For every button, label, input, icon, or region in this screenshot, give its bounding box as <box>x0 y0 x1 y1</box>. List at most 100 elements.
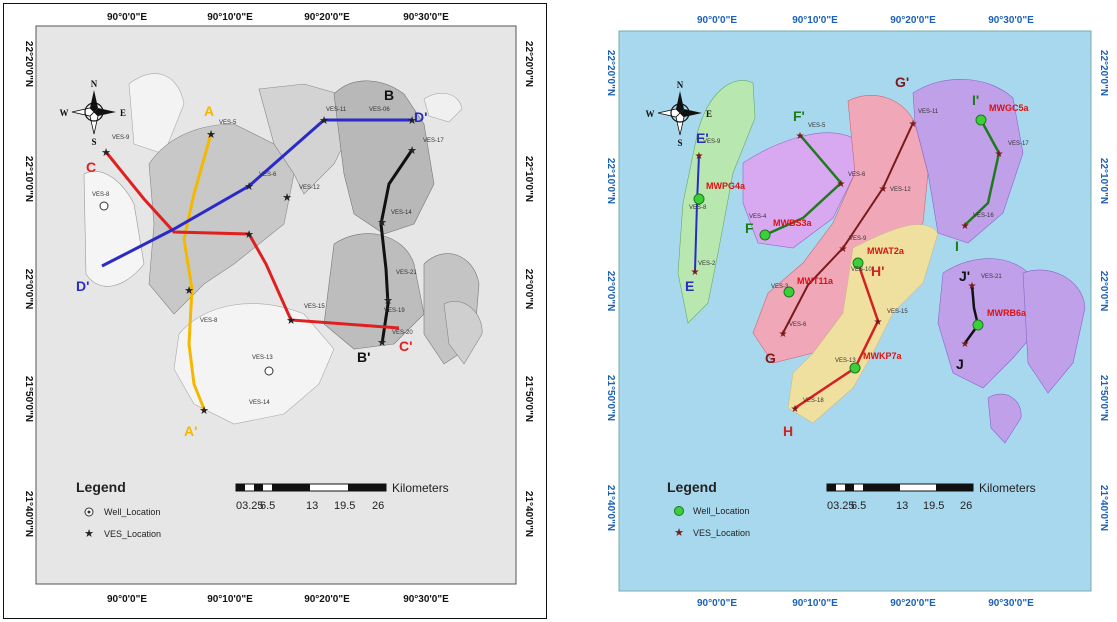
ves-label: VES-14 <box>249 400 270 406</box>
well-label-mwrb6a: MWRB6a <box>987 308 1027 318</box>
ves-star-icon: ★ <box>377 337 387 349</box>
scale-label-4: 26 <box>372 500 384 512</box>
well-marker-icon <box>99 201 109 211</box>
scale-label-0: 03.25 <box>236 500 264 512</box>
profile-b-start: B <box>384 87 394 103</box>
well-label-mwkp7a: MWKP7a <box>863 351 902 361</box>
ves-star-icon: ★ <box>909 119 918 130</box>
right-map: 90°0'0"E 90°10'0"E 90°20'0"E 90°30'0"E 9… <box>605 15 1109 609</box>
ves-label: VES-13 <box>252 355 273 361</box>
well-marker-icon <box>783 286 795 298</box>
tick-bottom-2: 90°20'0"E <box>304 594 350 605</box>
profile-j-line <box>963 284 980 344</box>
ves-star-icon: ★ <box>879 184 888 195</box>
legend-well: Well_Location <box>104 507 160 517</box>
ves-label: VES-10 <box>851 267 872 273</box>
ves-label: VES-16 <box>973 213 994 219</box>
ves-star-icon: ★ <box>184 285 194 297</box>
tick-bottom-1: 90°10'0"E <box>792 598 838 609</box>
scale-unit: Kilometers <box>979 481 1036 495</box>
ves-star-icon: ★ <box>244 181 254 193</box>
well-label-mwt11a: MWT11a <box>797 276 834 286</box>
tick-left-0: 22°20'0"N <box>605 50 616 96</box>
profile-i-start: I' <box>972 92 979 108</box>
legend-title: Legend <box>667 479 717 495</box>
tick-bottom-2: 90°20'0"E <box>890 598 936 609</box>
well-markers <box>693 114 987 374</box>
profile-e-end: E <box>685 278 694 294</box>
zone-yellow <box>787 224 939 424</box>
profile-b-line <box>379 149 414 345</box>
ves-label: VES-5 <box>219 120 237 126</box>
ves-star-icon: ★ <box>874 317 883 328</box>
ves-star-icon: ★ <box>244 229 254 241</box>
profile-g-end: G <box>765 350 776 366</box>
tick-left-4: 21°40'0"N <box>23 491 34 537</box>
scale-label-0: 03.25 <box>827 500 855 512</box>
compass-w: W <box>60 108 69 118</box>
tick-bottom-3: 90°30'0"E <box>403 594 449 605</box>
well-legend-icon <box>674 506 684 516</box>
profile-j-start: J' <box>959 268 970 284</box>
tick-left-3: 21°50'0"N <box>605 375 616 421</box>
well-marker-icon <box>975 114 987 126</box>
profile-f-start: F' <box>793 108 805 124</box>
ves-star-icon: ★ <box>319 115 329 127</box>
ves-star-icon: ★ <box>199 405 209 417</box>
ves-label: VES-5 <box>808 123 826 129</box>
ves-star-icon: ★ <box>282 192 292 204</box>
compass-s: S <box>677 138 682 148</box>
ves-label: VES-9 <box>703 139 721 145</box>
ves-star-icon: ★ <box>206 129 216 141</box>
ves-label: VES-17 <box>423 138 444 144</box>
scale-bar: Kilometers 03.25 6.5 13 19.5 26 <box>826 481 1036 512</box>
ves-star-icon: ★ <box>695 151 704 162</box>
profile-a-start: A <box>204 103 214 119</box>
ves-star-icon: ★ <box>101 147 111 159</box>
scale-label-4: 26 <box>960 500 972 512</box>
ves-star-icon: ★ <box>968 281 977 292</box>
scale-label-2: 13 <box>896 500 908 512</box>
profile-j-end: J <box>956 356 964 372</box>
ves-label: VES-8 <box>92 192 110 198</box>
tick-left-2: 22°0'0"N <box>23 269 34 310</box>
land-north <box>258 83 355 195</box>
land-island-ne <box>423 92 463 123</box>
well-marker-icon <box>849 362 861 374</box>
well-marker-icon <box>852 257 864 269</box>
ves-star-icon: ★ <box>407 115 417 127</box>
ves-label: VES-11 <box>918 109 939 115</box>
zone-purple-fareast <box>1022 269 1086 394</box>
tick-right-2: 22°0'0"N <box>523 269 534 310</box>
ves-star-icon: ★ <box>779 329 788 340</box>
tick-left-0: 22°20'0"N <box>23 41 34 87</box>
tick-top-1: 90°10'0"E <box>207 12 253 23</box>
ves-label: VES-06 <box>369 107 390 113</box>
profile-a-line <box>182 133 213 410</box>
compass-e: E <box>120 108 126 118</box>
tick-bottom-1: 90°10'0"E <box>207 594 253 605</box>
land-island <box>443 301 483 365</box>
ves-label: VES-19 <box>384 308 405 314</box>
ves-markers: ★ ★ ★ ★ ★ ★ ★ ★ ★ ★ ★ ★ ★ ★ <box>101 115 417 417</box>
land-west <box>83 171 145 287</box>
profile-f-end: F <box>745 220 754 236</box>
ves-label: VES-21 <box>396 270 417 276</box>
ves-star-icon: ★ <box>791 404 800 415</box>
tick-top-3: 90°30'0"E <box>988 15 1034 26</box>
ves-star-icon: ★ <box>961 339 970 350</box>
ves-label: VES-14 <box>391 210 412 216</box>
left-map-panel: 90°0'0"E 90°10'0"E 90°20'0"E 90°30'0"E 9… <box>3 3 547 619</box>
ves-star-icon: ★ <box>383 295 393 307</box>
zone-purple-north <box>912 78 1024 244</box>
scale-label-1: 6.5 <box>260 500 275 512</box>
compass-n: N <box>677 80 684 90</box>
tick-right-0: 22°20'0"N <box>523 41 534 87</box>
tick-top-0: 90°0'0"E <box>107 12 147 23</box>
compass-rose-icon: N S E W <box>646 80 713 148</box>
land-center <box>148 123 295 315</box>
ves-star-icon: ★ <box>837 179 846 190</box>
zone-purple-east <box>937 258 1044 389</box>
profile-g-line <box>782 122 914 334</box>
ves-star-icon: ★ <box>286 315 296 327</box>
